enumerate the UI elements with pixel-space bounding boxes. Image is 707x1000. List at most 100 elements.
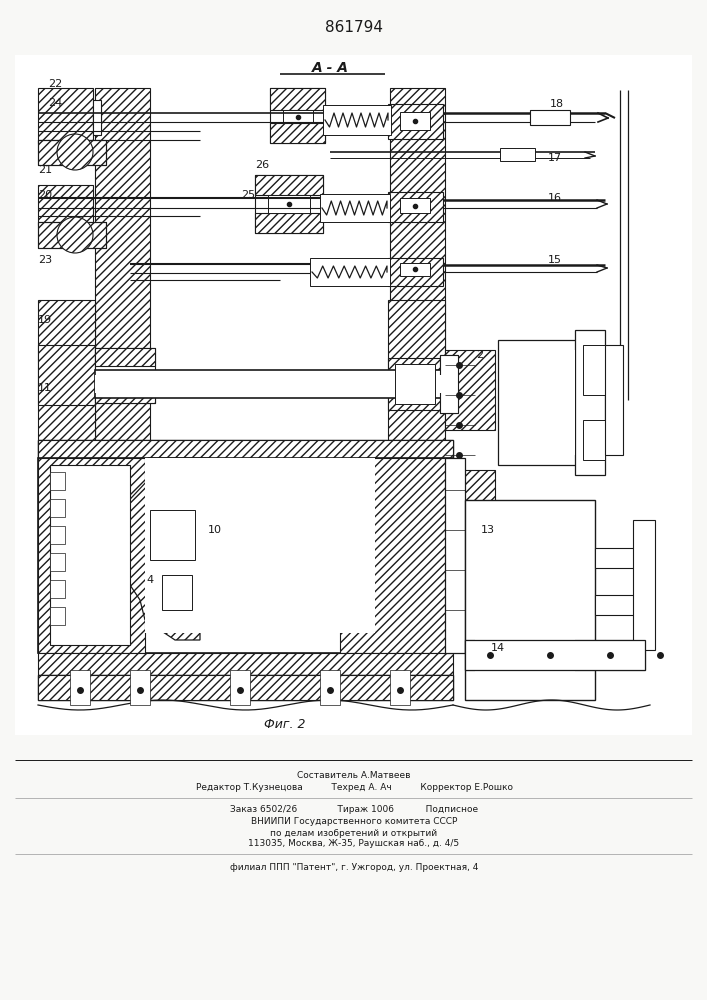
- Polygon shape: [115, 458, 210, 640]
- Bar: [50, 607, 65, 625]
- Bar: [340, 458, 453, 653]
- Bar: [270, 88, 325, 143]
- Text: 11: 11: [38, 383, 52, 393]
- Bar: [465, 640, 645, 670]
- Bar: [38, 88, 93, 143]
- Text: 113035, Москва, Ж-35, Раушская наб., д. 4/5: 113035, Москва, Ж-35, Раушская наб., д. …: [248, 840, 460, 848]
- Bar: [38, 222, 106, 248]
- Bar: [440, 398, 458, 413]
- Bar: [445, 458, 465, 653]
- Text: 18: 18: [550, 99, 564, 109]
- Bar: [323, 105, 391, 135]
- Text: 17: 17: [548, 153, 562, 163]
- Bar: [95, 348, 155, 366]
- Bar: [583, 420, 605, 460]
- Bar: [388, 300, 445, 475]
- Bar: [38, 140, 106, 165]
- Bar: [395, 364, 435, 404]
- Bar: [400, 263, 430, 276]
- Bar: [50, 499, 65, 517]
- Bar: [38, 440, 453, 458]
- Bar: [390, 88, 445, 368]
- Text: 4: 4: [146, 575, 153, 585]
- Bar: [268, 195, 310, 213]
- Bar: [400, 198, 430, 213]
- Bar: [50, 472, 65, 490]
- Text: 14: 14: [491, 643, 505, 653]
- Bar: [595, 595, 635, 615]
- Text: 22: 22: [48, 79, 62, 89]
- Bar: [150, 510, 195, 560]
- Text: Редактор Т.Кузнецова          Техред А. Ач          Корректор Е.Рошко: Редактор Т.Кузнецова Техред А. Ач Коррек…: [196, 784, 513, 792]
- Bar: [38, 458, 145, 653]
- Text: 20: 20: [38, 190, 52, 200]
- Text: 861794: 861794: [325, 20, 383, 35]
- Bar: [70, 670, 90, 705]
- Bar: [93, 108, 101, 128]
- Bar: [475, 510, 575, 690]
- Bar: [95, 348, 155, 403]
- Bar: [95, 375, 445, 393]
- Bar: [145, 458, 375, 633]
- Text: 19: 19: [38, 315, 52, 325]
- Bar: [38, 675, 453, 700]
- Bar: [38, 185, 93, 225]
- Bar: [162, 575, 192, 610]
- Text: по делам изобретений и открытий: по делам изобретений и открытий: [271, 828, 438, 838]
- Bar: [445, 350, 495, 430]
- Bar: [400, 112, 430, 130]
- Bar: [95, 385, 155, 403]
- Bar: [38, 300, 95, 475]
- Circle shape: [57, 134, 93, 170]
- Bar: [50, 580, 65, 598]
- Bar: [38, 675, 453, 700]
- Text: Составитель А.Матвеев: Составитель А.Матвеев: [297, 770, 411, 780]
- Bar: [310, 258, 390, 286]
- Text: 15: 15: [548, 255, 562, 265]
- Bar: [530, 110, 570, 125]
- Bar: [270, 123, 325, 143]
- Text: 23: 23: [38, 255, 52, 265]
- Bar: [38, 140, 106, 165]
- Bar: [498, 340, 583, 465]
- Bar: [388, 358, 443, 410]
- Bar: [38, 653, 453, 675]
- Bar: [500, 148, 535, 161]
- Bar: [440, 355, 458, 370]
- Bar: [465, 500, 595, 700]
- Bar: [570, 640, 645, 670]
- Bar: [388, 258, 443, 286]
- Bar: [38, 440, 453, 458]
- Text: 10: 10: [208, 525, 222, 535]
- Bar: [38, 222, 106, 248]
- Bar: [390, 670, 410, 705]
- Bar: [445, 470, 495, 510]
- Bar: [95, 370, 445, 398]
- Bar: [465, 640, 540, 670]
- Text: 25: 25: [241, 190, 255, 200]
- Bar: [505, 350, 575, 455]
- Bar: [93, 100, 101, 135]
- Bar: [38, 458, 453, 653]
- Bar: [283, 110, 313, 123]
- Bar: [255, 213, 323, 233]
- Bar: [633, 520, 655, 650]
- Bar: [230, 670, 250, 705]
- Bar: [38, 345, 95, 405]
- Bar: [50, 465, 130, 645]
- Text: 24: 24: [48, 98, 62, 108]
- Bar: [130, 670, 150, 705]
- Bar: [388, 192, 443, 222]
- Bar: [50, 526, 65, 544]
- Bar: [583, 345, 605, 395]
- Bar: [388, 104, 443, 139]
- Circle shape: [57, 217, 93, 253]
- Bar: [575, 330, 605, 475]
- Text: A - A: A - A: [312, 61, 349, 75]
- Text: Заказ 6502/26              Тираж 1006           Подписное: Заказ 6502/26 Тираж 1006 Подписное: [230, 806, 478, 814]
- Bar: [270, 88, 325, 110]
- Text: Фиг. 2: Фиг. 2: [264, 718, 305, 730]
- Text: 21: 21: [38, 165, 52, 175]
- Bar: [595, 548, 635, 568]
- Text: ВНИИПИ Государственного комитета СССР: ВНИИПИ Государственного комитета СССР: [251, 818, 457, 826]
